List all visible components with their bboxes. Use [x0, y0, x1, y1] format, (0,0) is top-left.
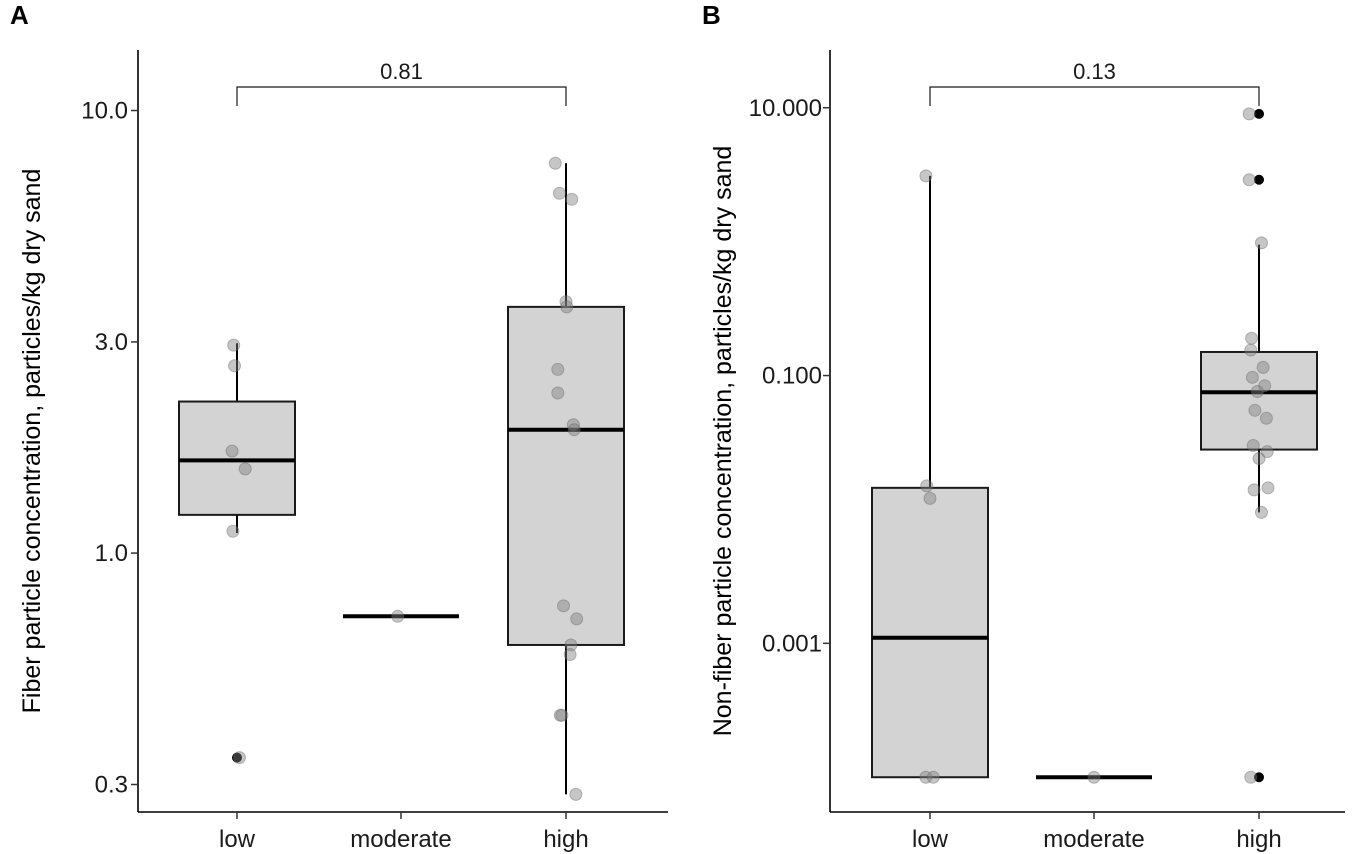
data-point [1245, 331, 1259, 345]
data-point [920, 479, 934, 493]
data-point [226, 524, 240, 538]
data-point [1248, 403, 1262, 417]
data-point [1254, 505, 1268, 519]
data-point [1247, 483, 1261, 497]
y-axis-title: Fiber particle concentration, particles/… [18, 169, 46, 714]
x-tick-label: moderate [350, 826, 451, 853]
data-point [565, 192, 579, 206]
data-point [228, 359, 242, 373]
data-point [553, 708, 567, 722]
bracket-line [236, 86, 567, 106]
x-tick-label: moderate [1043, 826, 1144, 853]
outlier-point [1254, 772, 1264, 783]
y-tick-label: 3.0 [95, 329, 128, 356]
data-point [1246, 439, 1260, 453]
data-point [557, 599, 571, 613]
data-point [551, 386, 565, 400]
y-tick-label: 10.0 [81, 98, 128, 125]
box-body [507, 305, 625, 646]
data-point [1260, 445, 1274, 459]
box-high [507, 163, 625, 795]
panel-a: A Fiber particle concentration, particles… [10, 0, 668, 853]
p-value-label: 0.13 [1073, 59, 1116, 84]
data-point [225, 444, 239, 458]
comparison-bracket: 0.81 [236, 59, 567, 106]
data-point [1242, 107, 1256, 121]
data-point [1244, 770, 1258, 784]
data-point [232, 751, 246, 765]
data-point [1252, 452, 1266, 466]
y-tick-label: 0.3 [95, 771, 128, 798]
data-point [923, 491, 937, 505]
data-point [1244, 343, 1258, 357]
y-tick-label: 0.100 [762, 363, 822, 390]
data-point [570, 612, 584, 626]
data-point [227, 338, 241, 352]
outlier-point [232, 752, 242, 763]
outlier-point [1254, 174, 1264, 185]
data-point [559, 295, 573, 309]
data-point [551, 362, 565, 376]
data-point [1259, 411, 1273, 425]
data-point [569, 787, 583, 801]
data-point [567, 423, 581, 437]
data-point [555, 708, 569, 722]
y-tick-label: 0.001 [762, 630, 822, 657]
y-axis-title: Non-fiber particle concentration, partic… [709, 146, 737, 737]
box-low [178, 343, 296, 534]
data-point [1245, 370, 1259, 384]
box-high [1200, 244, 1318, 513]
panel-label: B [702, 0, 721, 30]
box-low [871, 175, 989, 779]
x-tick-label: high [1236, 826, 1281, 853]
data-point [1258, 379, 1272, 393]
x-tick-label: low [219, 826, 256, 853]
data-point [391, 609, 405, 623]
outlier-point [1254, 108, 1264, 119]
data-point [566, 418, 580, 432]
data-point [563, 647, 577, 661]
y-tick-label: 1.0 [95, 540, 128, 567]
data-point [238, 462, 252, 476]
data-point [1242, 173, 1256, 187]
y-tick-label: 10.000 [749, 95, 822, 122]
p-value-label: 0.81 [380, 59, 423, 84]
box-body [1200, 350, 1318, 451]
panel-label: A [10, 0, 29, 30]
box-body [871, 486, 989, 779]
x-tick-label: low [912, 826, 949, 853]
data-point [548, 156, 562, 170]
data-point [1256, 360, 1270, 374]
bracket-line [929, 86, 1260, 106]
data-point [560, 300, 574, 314]
data-point [552, 186, 566, 200]
data-point [1087, 770, 1101, 784]
data-point [919, 169, 933, 183]
data-point [1261, 481, 1275, 495]
data-point [919, 770, 933, 784]
comparison-bracket: 0.13 [929, 59, 1260, 106]
panel-b: B Non-fiber particle concentration, parti… [702, 0, 1345, 853]
data-point [1254, 236, 1268, 250]
x-tick-label: high [543, 826, 588, 853]
data-point [926, 770, 940, 784]
data-point [564, 638, 578, 652]
data-point [1250, 385, 1264, 399]
box-body [178, 400, 296, 516]
